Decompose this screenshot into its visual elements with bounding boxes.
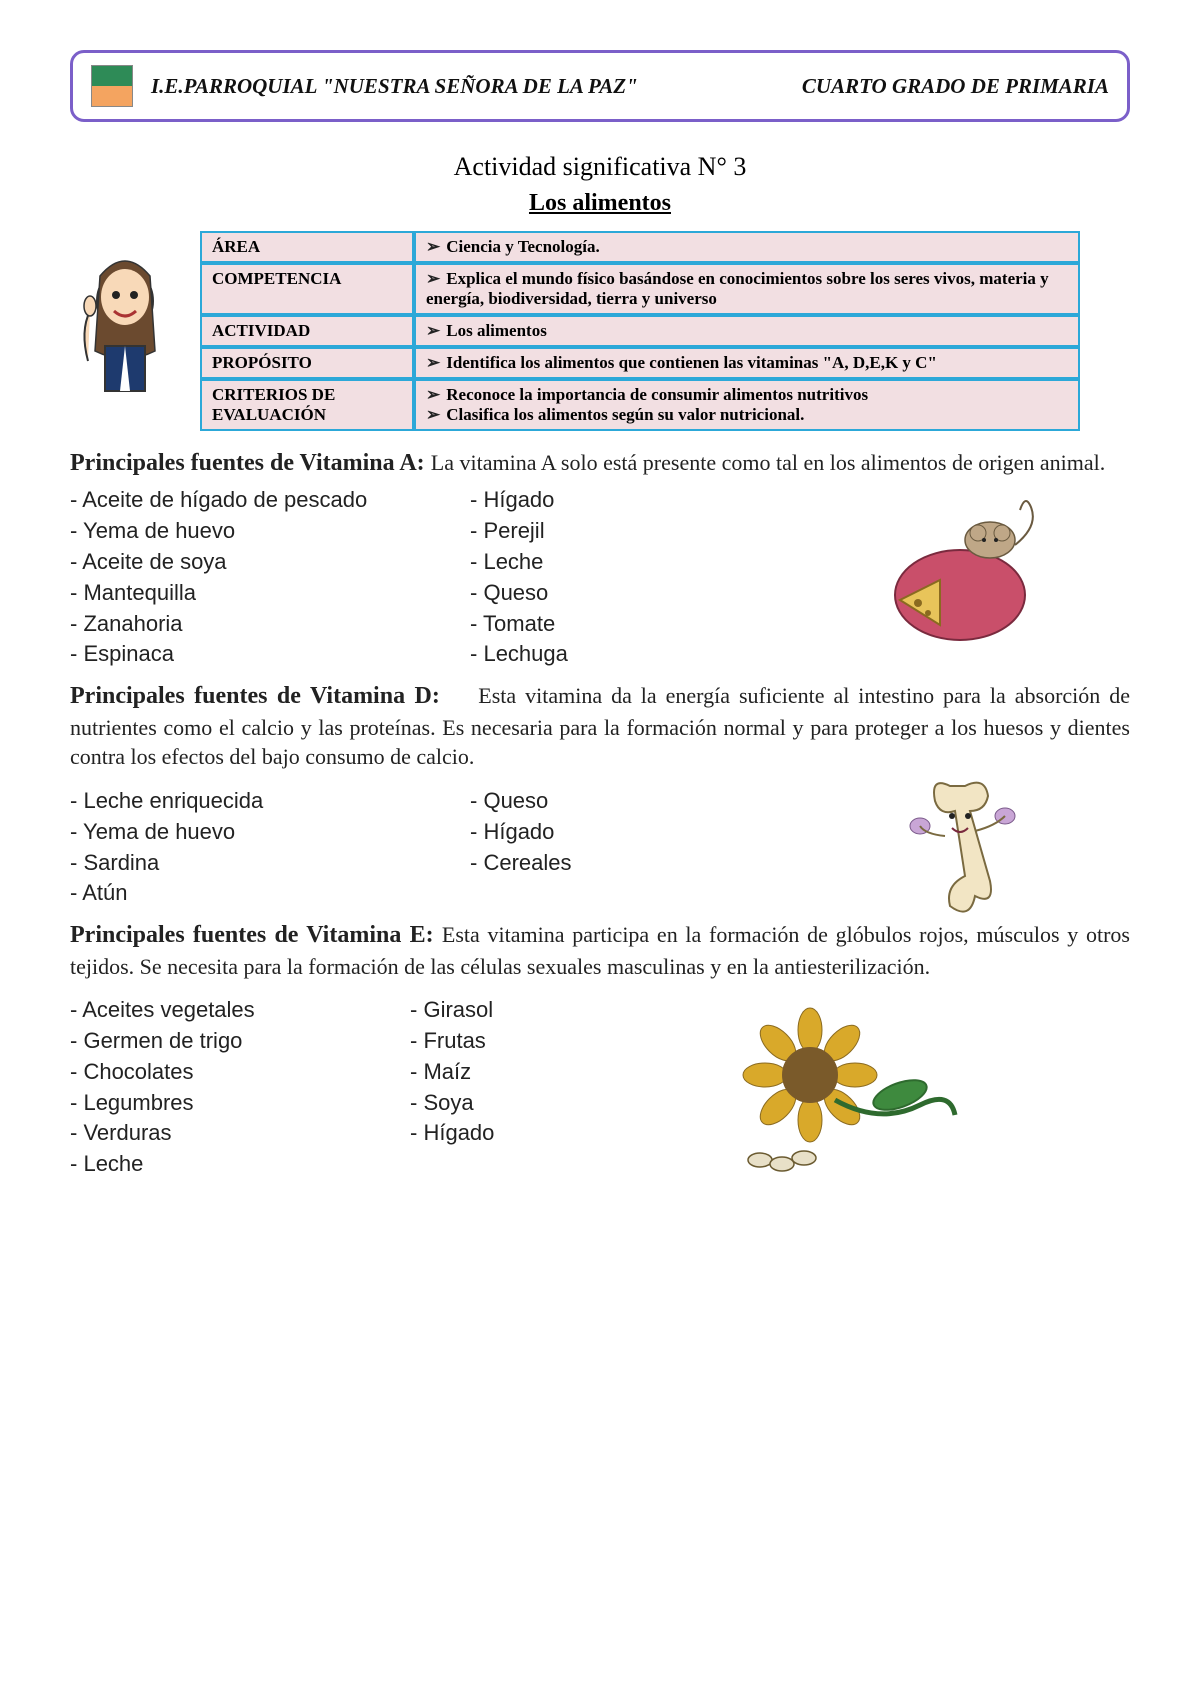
table-label: CRITERIOS DE EVALUACIÓN <box>200 379 414 431</box>
vit-d-col1: Leche enriquecidaYema de huevoSardinaAtú… <box>70 786 440 909</box>
list-item: Aceites vegetales <box>70 995 380 1026</box>
list-item: Girasol <box>410 995 670 1026</box>
table-row: PROPÓSITO➢Identifica los alimentos que c… <box>200 347 1080 379</box>
header-left: I.E.PARROQUIAL "NUESTRA SEÑORA DE LA PAZ… <box>151 74 638 99</box>
list-item: Aceite de hígado de pescado <box>70 485 440 516</box>
list-item: Yema de huevo <box>70 817 440 848</box>
list-item: Lechuga <box>470 639 840 670</box>
teacher-avatar-icon <box>70 251 180 401</box>
vitamin-a-section: Principales fuentes de Vitamina A: La vi… <box>70 447 1130 670</box>
list-item: Hígado <box>410 1118 670 1149</box>
table-label: PROPÓSITO <box>200 347 414 379</box>
list-item: Leche enriquecida <box>70 786 440 817</box>
table-value: ➢Los alimentos <box>414 315 1080 347</box>
list-item: Perejil <box>470 516 840 547</box>
list-item: Leche <box>70 1149 380 1180</box>
cheese-mouse-icon <box>870 485 1050 645</box>
list-item: Frutas <box>410 1026 670 1057</box>
list-item: Yema de huevo <box>70 516 440 547</box>
table-wrap: ÁREA➢Ciencia y Tecnología. COMPETENCIA➢E… <box>70 231 1130 431</box>
table-value: ➢Ciencia y Tecnología. <box>414 231 1080 263</box>
list-item: Hígado <box>470 485 840 516</box>
list-item: Legumbres <box>70 1088 380 1119</box>
header-text: I.E.PARROQUIAL "NUESTRA SEÑORA DE LA PAZ… <box>151 74 1109 99</box>
vit-a-text: La vitamina A solo está presente como ta… <box>431 450 1106 475</box>
list-item: Queso <box>470 578 840 609</box>
table-value: ➢Reconoce la importancia de consumir ali… <box>414 379 1080 431</box>
bone-character-icon <box>870 756 1050 906</box>
vit-e-col2: GirasolFrutasMaízSoyaHígado <box>410 995 670 1149</box>
list-item: Cereales <box>470 848 840 879</box>
vit-a-title: Principales fuentes de Vitamina A: <box>70 450 425 476</box>
table-label: ÁREA <box>200 231 414 263</box>
list-item: Soya <box>410 1088 670 1119</box>
list-item: Sardina <box>70 848 440 879</box>
info-table: ÁREA➢Ciencia y Tecnología. COMPETENCIA➢E… <box>200 231 1080 431</box>
list-item: Tomate <box>470 609 840 640</box>
list-item: Zanahoria <box>70 609 440 640</box>
school-logo-icon <box>91 65 133 107</box>
activity-subtitle: Los alimentos <box>70 190 1130 217</box>
table-value: ➢Identifica los alimentos que contienen … <box>414 347 1080 379</box>
list-item: Queso <box>470 786 840 817</box>
list-item: Leche <box>470 547 840 578</box>
header-band: I.E.PARROQUIAL "NUESTRA SEÑORA DE LA PAZ… <box>70 50 1130 122</box>
list-item: Espinaca <box>70 639 440 670</box>
table-row: ÁREA➢Ciencia y Tecnología. <box>200 231 1080 263</box>
table-label: ACTIVIDAD <box>200 315 414 347</box>
vitamin-e-section: Principales fuentes de Vitamina E: Esta … <box>70 919 1130 1195</box>
vit-a-col2: HígadoPerejilLecheQuesoTomateLechuga <box>470 485 840 670</box>
list-item: Atún <box>70 878 440 909</box>
vit-e-col1: Aceites vegetalesGermen de trigoChocolat… <box>70 995 380 1180</box>
header-right: CUARTO GRADO DE PRIMARIA <box>802 74 1109 99</box>
vit-d-title: Principales fuentes de Vitamina D: <box>70 683 440 709</box>
table-row: ACTIVIDAD➢Los alimentos <box>200 315 1080 347</box>
activity-title: Actividad significativa N° 3 <box>70 152 1130 182</box>
list-item: Maíz <box>410 1057 670 1088</box>
list-item: Chocolates <box>70 1057 380 1088</box>
list-item: Verduras <box>70 1118 380 1149</box>
table-value: ➢Explica el mundo físico basándose en co… <box>414 263 1080 315</box>
list-item: Mantequilla <box>70 578 440 609</box>
table-row: CRITERIOS DE EVALUACIÓN➢Reconoce la impo… <box>200 379 1080 431</box>
vitamin-d-section: Principales fuentes de Vitamina D: Esta … <box>70 680 1130 909</box>
table-label: COMPETENCIA <box>200 263 414 315</box>
sunflower-icon <box>700 995 960 1195</box>
vit-a-col1: Aceite de hígado de pescadoYema de huevo… <box>70 485 440 670</box>
vit-d-col2: QuesoHígadoCereales <box>470 786 840 878</box>
list-item: Aceite de soya <box>70 547 440 578</box>
page: I.E.PARROQUIAL "NUESTRA SEÑORA DE LA PAZ… <box>0 0 1200 1245</box>
list-item: Hígado <box>470 817 840 848</box>
table-row: COMPETENCIA➢Explica el mundo físico basá… <box>200 263 1080 315</box>
list-item: Germen de trigo <box>70 1026 380 1057</box>
vit-e-title: Principales fuentes de Vitamina E: <box>70 922 434 948</box>
